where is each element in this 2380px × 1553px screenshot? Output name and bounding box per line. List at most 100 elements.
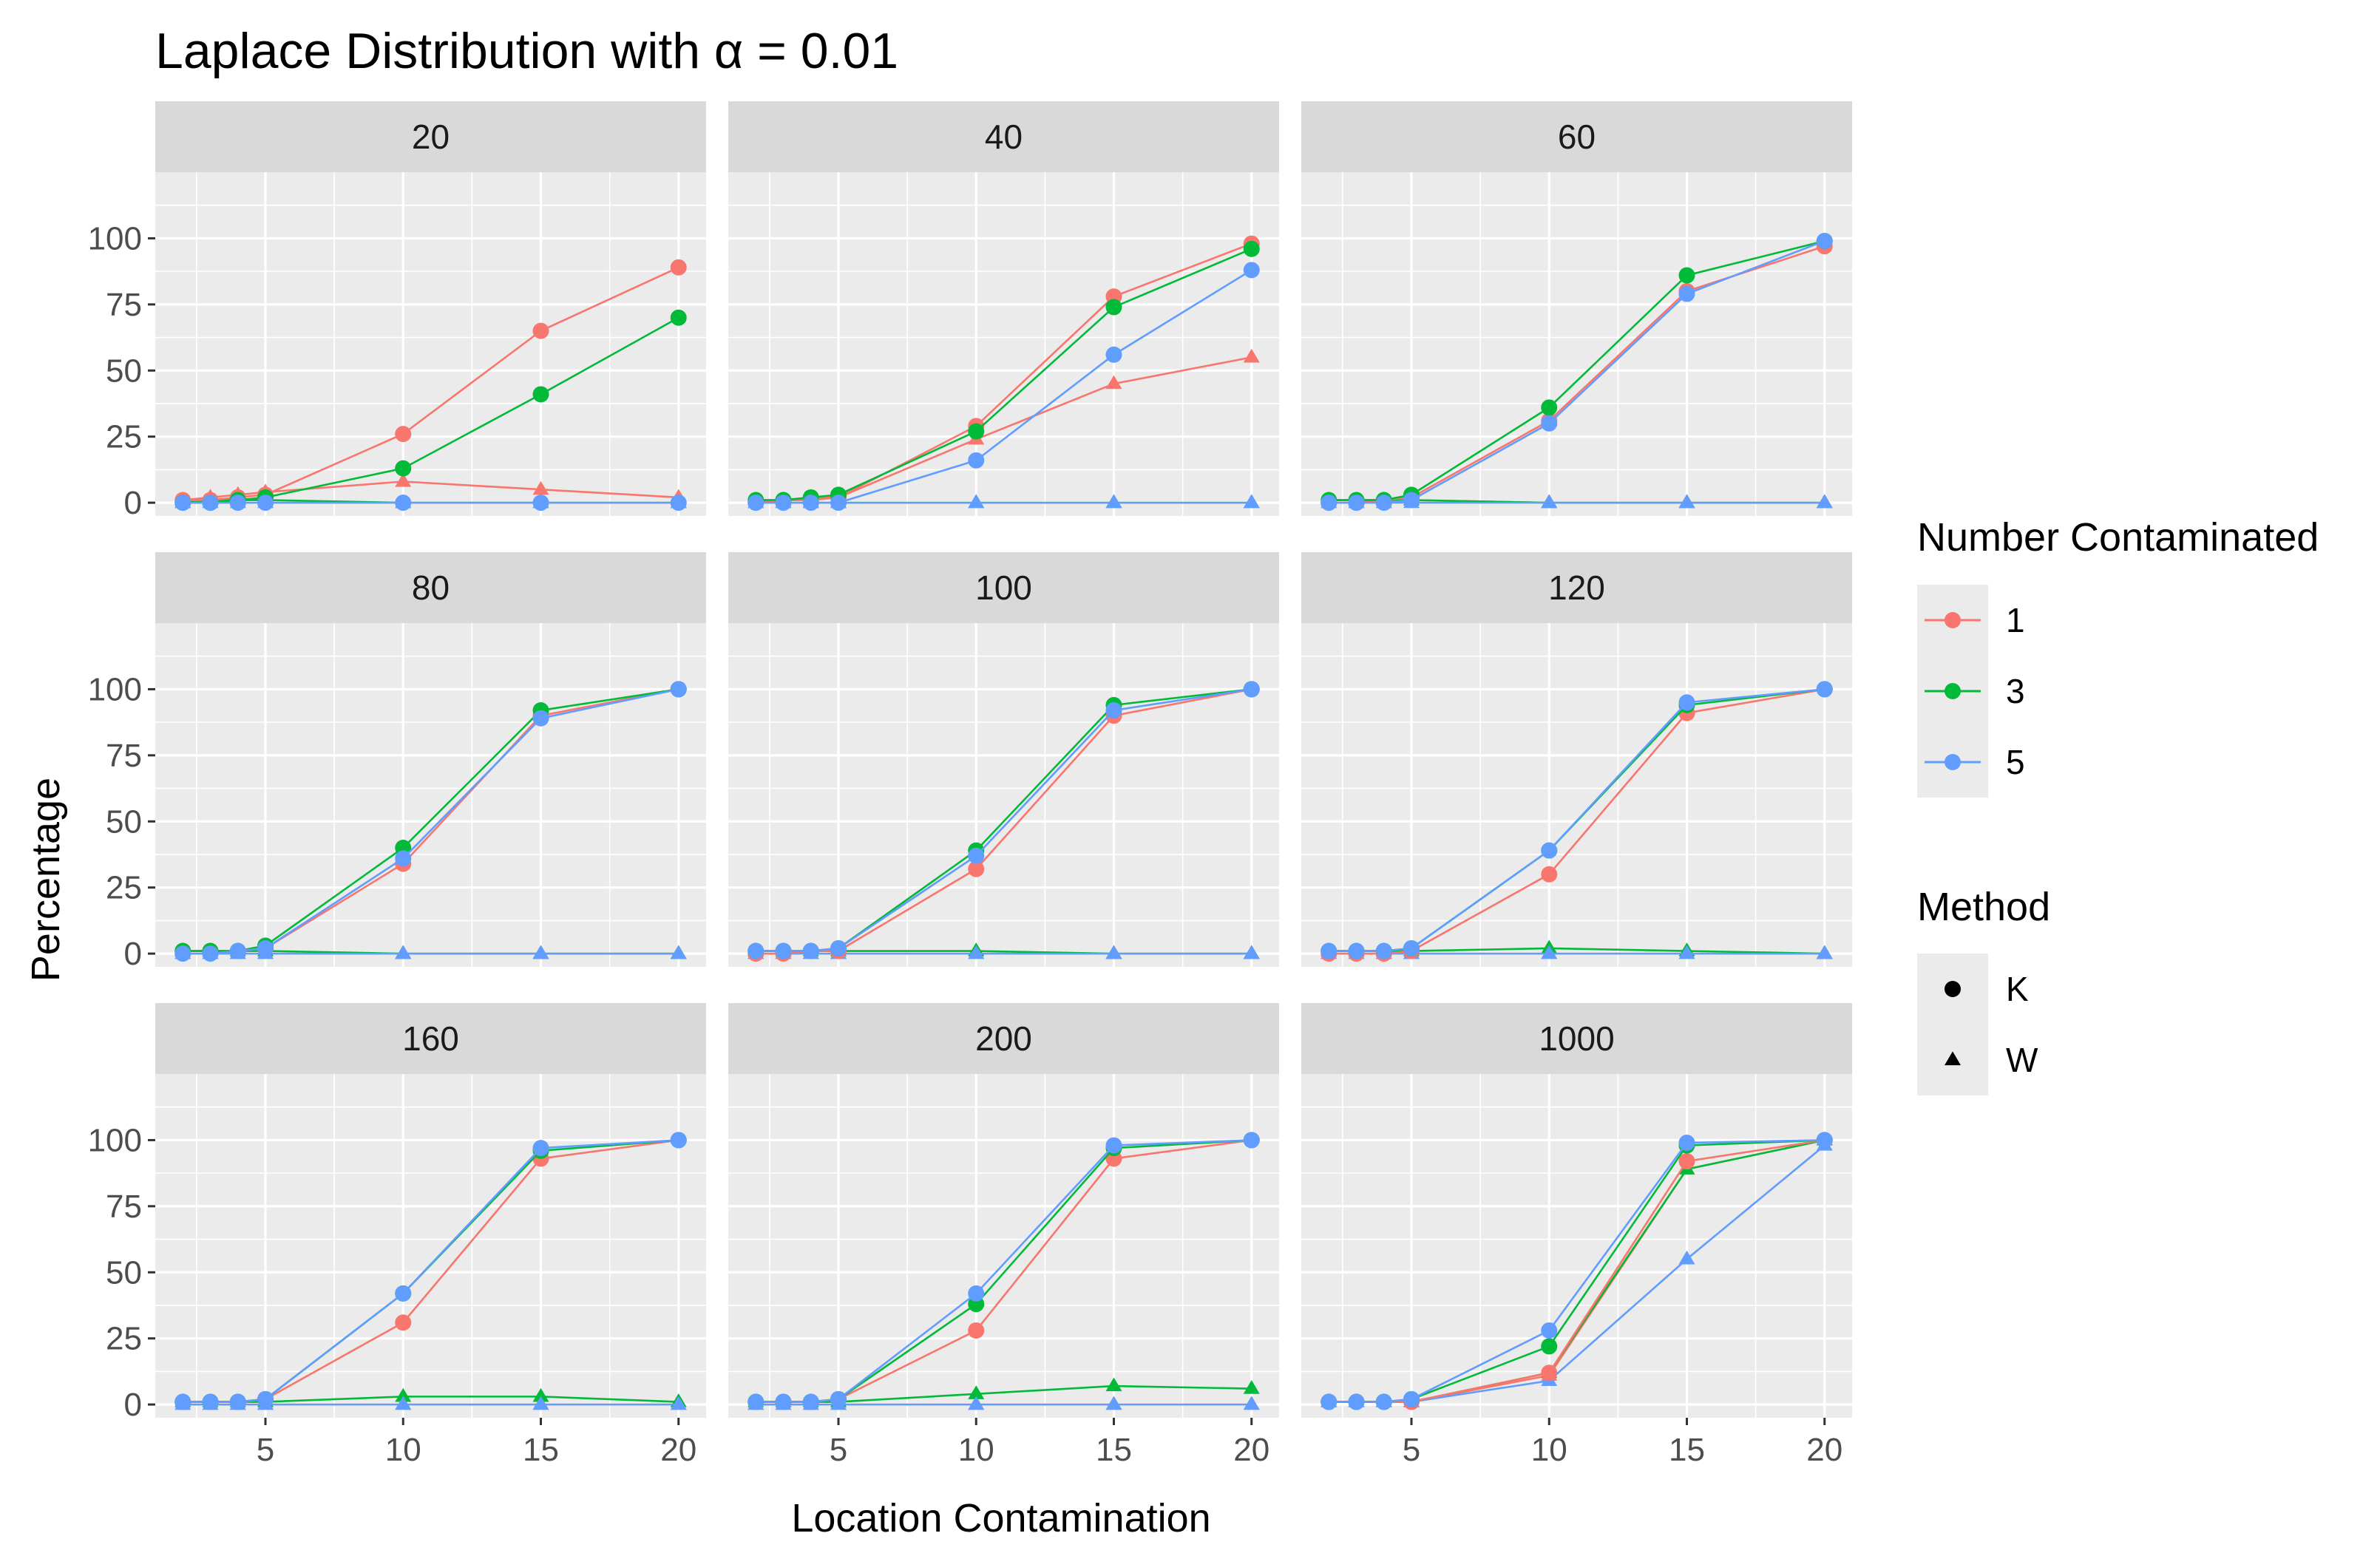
data-point-W5 bbox=[1105, 494, 1122, 509]
facet-label: 40 bbox=[985, 118, 1023, 156]
y-axis-title: Percentage bbox=[24, 778, 68, 982]
data-point-K5 bbox=[747, 1393, 764, 1410]
facet-strip bbox=[1301, 101, 1852, 172]
data-point-K5 bbox=[202, 1393, 219, 1410]
data-point-K5 bbox=[532, 710, 549, 727]
data-point-K5 bbox=[830, 1390, 847, 1407]
data-point-K3 bbox=[1541, 399, 1558, 416]
data-point-K5 bbox=[174, 495, 191, 512]
x-tick-label: 10 bbox=[958, 1432, 994, 1468]
data-point-W1 bbox=[1243, 348, 1260, 363]
data-point-K5 bbox=[747, 495, 764, 512]
facet-label: 160 bbox=[402, 1019, 459, 1058]
data-point-W5 bbox=[1243, 945, 1260, 959]
facet-strip bbox=[155, 552, 706, 623]
data-point-K5 bbox=[1375, 495, 1392, 512]
data-point-K3 bbox=[968, 423, 985, 440]
panel-100: 100 bbox=[728, 552, 1279, 967]
data-point-K5 bbox=[1320, 942, 1338, 959]
data-point-K5 bbox=[670, 495, 687, 512]
legend-key-point bbox=[1945, 754, 1961, 770]
facet-label: 120 bbox=[1548, 568, 1605, 607]
facet-strip bbox=[155, 101, 706, 172]
data-point-K5 bbox=[229, 1393, 246, 1410]
plot-area bbox=[155, 623, 706, 967]
data-point-K1 bbox=[1541, 1365, 1558, 1382]
x-tick-label: 20 bbox=[1233, 1432, 1269, 1468]
data-point-W5 bbox=[968, 1396, 985, 1410]
legend-label: K bbox=[2006, 970, 2029, 1008]
y-tick-label: 50 bbox=[106, 1254, 142, 1291]
data-point-K5 bbox=[830, 495, 847, 512]
data-point-W1 bbox=[395, 472, 412, 487]
plot-area bbox=[728, 1074, 1279, 1418]
data-point-K5 bbox=[1541, 1322, 1558, 1339]
panel-40: 40 bbox=[728, 101, 1279, 516]
data-point-K5 bbox=[1403, 492, 1420, 509]
data-point-K1 bbox=[1541, 866, 1558, 883]
x-tick-label: 5 bbox=[830, 1432, 847, 1468]
y-tick-label: 75 bbox=[106, 287, 142, 323]
legend-label: W bbox=[2006, 1041, 2038, 1079]
data-point-K5 bbox=[1375, 1393, 1392, 1410]
data-point-K5 bbox=[1816, 1132, 1833, 1149]
data-point-K5 bbox=[1243, 1132, 1260, 1149]
data-point-K5 bbox=[1816, 681, 1833, 698]
x-tick-label: 10 bbox=[1531, 1432, 1567, 1468]
data-point-W5 bbox=[395, 945, 412, 959]
panel-20: 20 0 25 50 75 100 bbox=[88, 101, 706, 521]
panel-1000: 1000 5 10 15 20 bbox=[1301, 1003, 1852, 1468]
data-point-K5 bbox=[1348, 942, 1365, 959]
data-point-W5 bbox=[532, 1396, 549, 1410]
data-point-K5 bbox=[1320, 495, 1338, 512]
x-tick-label: 15 bbox=[1096, 1432, 1132, 1468]
data-point-K5 bbox=[1105, 1137, 1122, 1154]
data-point-K5 bbox=[1348, 1393, 1365, 1410]
data-point-K5 bbox=[670, 1132, 687, 1149]
data-point-W1 bbox=[1105, 375, 1122, 390]
plot-area bbox=[155, 1074, 706, 1418]
data-point-K1 bbox=[670, 259, 687, 276]
data-point-K5 bbox=[1320, 1393, 1338, 1410]
data-point-K5 bbox=[1105, 702, 1122, 719]
y-tick-label: 25 bbox=[106, 419, 142, 455]
data-point-W5 bbox=[968, 945, 985, 959]
data-point-W3 bbox=[532, 1387, 549, 1402]
facet-strip bbox=[728, 1003, 1279, 1074]
data-point-K5 bbox=[802, 495, 819, 512]
data-point-K5 bbox=[775, 1393, 792, 1410]
data-point-W3 bbox=[395, 1387, 412, 1402]
x-axis-title: Location Contamination bbox=[791, 1496, 1210, 1540]
data-point-W5 bbox=[1816, 945, 1833, 959]
x-tick-label: 5 bbox=[1403, 1432, 1420, 1468]
data-point-W5 bbox=[395, 1396, 412, 1410]
data-point-W5 bbox=[670, 1396, 687, 1410]
facet-strip bbox=[1301, 552, 1852, 623]
data-point-K3 bbox=[1105, 299, 1122, 316]
data-point-W5 bbox=[1678, 1250, 1695, 1265]
data-point-K5 bbox=[1243, 262, 1260, 279]
plot-area bbox=[1301, 1074, 1852, 1418]
legend-key-point bbox=[1945, 981, 1961, 997]
data-point-W5 bbox=[1243, 1396, 1260, 1410]
data-point-K5 bbox=[830, 939, 847, 956]
data-point-K5 bbox=[968, 1285, 985, 1302]
panel-200: 200 5 10 15 20 bbox=[728, 1003, 1279, 1468]
data-point-W3 bbox=[968, 1385, 985, 1399]
data-point-K1 bbox=[968, 860, 985, 877]
data-point-K5 bbox=[1403, 1390, 1420, 1407]
y-tick-label: 75 bbox=[106, 738, 142, 774]
data-point-K5 bbox=[802, 942, 819, 959]
data-point-K5 bbox=[1105, 346, 1122, 363]
data-point-K5 bbox=[257, 1390, 274, 1407]
data-point-W5 bbox=[670, 945, 687, 959]
data-point-W5 bbox=[532, 945, 549, 959]
legend-label: 1 bbox=[2006, 601, 2025, 639]
x-tick-label: 15 bbox=[523, 1432, 559, 1468]
x-tick-label: 5 bbox=[257, 1432, 274, 1468]
y-tick-label: 0 bbox=[124, 936, 142, 972]
data-point-K1 bbox=[1678, 1153, 1695, 1170]
plot-area bbox=[728, 172, 1279, 516]
data-point-K5 bbox=[1541, 842, 1558, 859]
